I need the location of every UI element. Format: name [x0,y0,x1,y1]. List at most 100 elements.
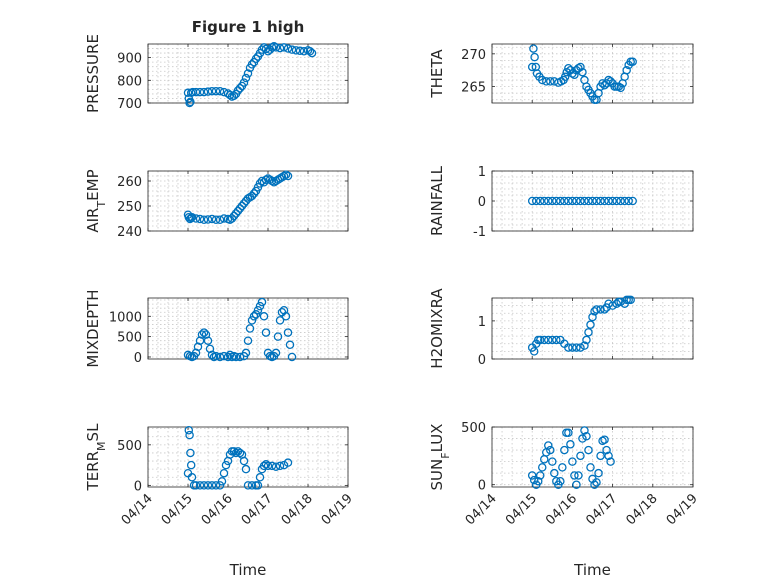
data-point [275,43,285,53]
data-point [255,179,265,188]
y-tick-label: -1 [473,225,486,240]
y-tick-label: 500 [461,421,486,436]
data-point [600,435,609,444]
data-point [295,46,305,56]
data-point [203,87,213,96]
data-point [568,343,577,352]
y-axis-label: TERRMSL [84,423,108,492]
data-point [624,196,633,206]
data-point [527,62,537,72]
data-point [544,196,553,206]
data-point [548,196,557,206]
data-point [283,44,293,53]
data-point [187,473,197,482]
data-point [261,175,271,184]
data-point [275,461,285,471]
data-point [245,324,255,333]
data-point [239,78,249,87]
data-point [580,196,589,206]
data-point [183,350,193,360]
data-point [544,441,553,450]
data-point [215,86,225,96]
subplot-1: 700 800 900 PRESSURE Figure 1 high [84,18,349,113]
data-point [622,65,631,75]
data-point [592,478,601,487]
data-point [556,476,565,486]
data-point [186,448,195,458]
data-point [207,86,217,96]
data-point [185,98,194,108]
subplot-6: 0 1 H2OMIXRA [428,288,694,369]
data-point [283,171,293,181]
data-point [253,305,263,315]
data-point [548,457,557,466]
data-point [552,335,561,345]
data-point [606,457,615,466]
data-point [235,448,245,458]
axes-box [147,170,349,232]
data-point [283,328,293,337]
data-point [628,196,637,206]
data-point [596,451,605,461]
data-point [229,91,239,100]
data-point [211,215,221,224]
y-tick-label: 260 [117,175,142,190]
data-point [235,352,245,362]
y-axis-label: MIXDEPTH [84,289,102,367]
data-point [241,464,251,474]
y-tick-label: 500 [117,331,142,346]
data-point [604,196,613,206]
data-point [249,189,259,198]
y-tick-label: 0 [134,351,142,366]
data-point [588,312,597,322]
data-point [184,425,194,435]
data-point [606,77,615,86]
data-point [564,64,573,73]
data-point [241,348,251,358]
data-point [215,481,225,490]
subplot-4: -1 0 1 RAINFALL [428,165,694,240]
data-point [285,340,295,350]
data-point [199,215,209,224]
axes-box [147,297,349,360]
data-point [564,343,573,352]
data-point [211,86,221,96]
data-point [572,196,581,206]
data-point [564,196,573,206]
data-point [291,46,301,55]
data-point [582,335,591,345]
data-point [275,316,285,325]
data-point [267,176,277,186]
data-point [594,468,603,478]
y-tick-label: 0 [478,353,486,368]
data-point [538,463,547,472]
data-point [560,196,569,206]
data-point [199,328,209,337]
data-point [241,73,251,83]
data-point [219,468,229,478]
y-tick-label: 0 [478,195,486,210]
y-tick-label: 900 [117,52,142,67]
data-point [527,471,537,480]
data-point [608,301,617,310]
data-point [249,312,259,321]
data-point [251,54,261,64]
subplot-3: 240 250 260 AIRTEMP [84,169,349,240]
y-axis-label: H2OMIXRA [428,288,446,369]
axes-box [491,297,694,360]
data-point [544,335,553,345]
data-point [600,81,609,90]
data-point [197,330,207,339]
data-point [604,299,613,308]
data-point [550,468,559,478]
data-point [211,351,221,361]
data-point [616,297,625,307]
data-point [203,481,213,490]
data-point [596,305,605,314]
data-point [247,481,257,490]
data-point [574,471,583,480]
data-point [221,460,231,470]
data-point [596,196,605,206]
data-point [287,45,297,54]
